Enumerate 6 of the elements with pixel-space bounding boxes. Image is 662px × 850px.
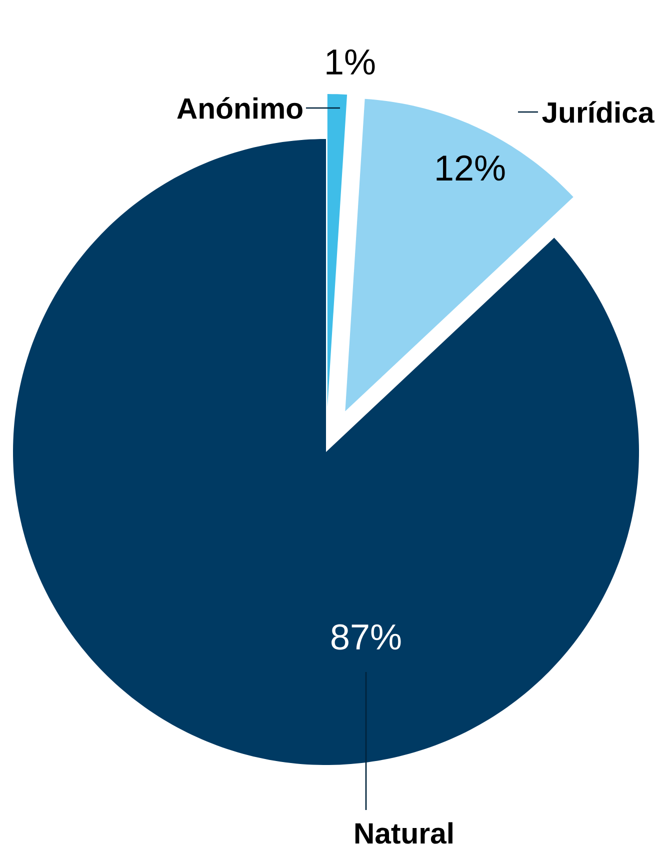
- data-label: 12%: [436, 155, 505, 181]
- slice-label: Jurídica: [542, 101, 654, 123]
- data-label: 1%: [326, 49, 375, 75]
- slice-label: Natural: [355, 822, 452, 844]
- data-label: 87%: [332, 624, 401, 650]
- slice-label: Anónimo: [177, 97, 302, 119]
